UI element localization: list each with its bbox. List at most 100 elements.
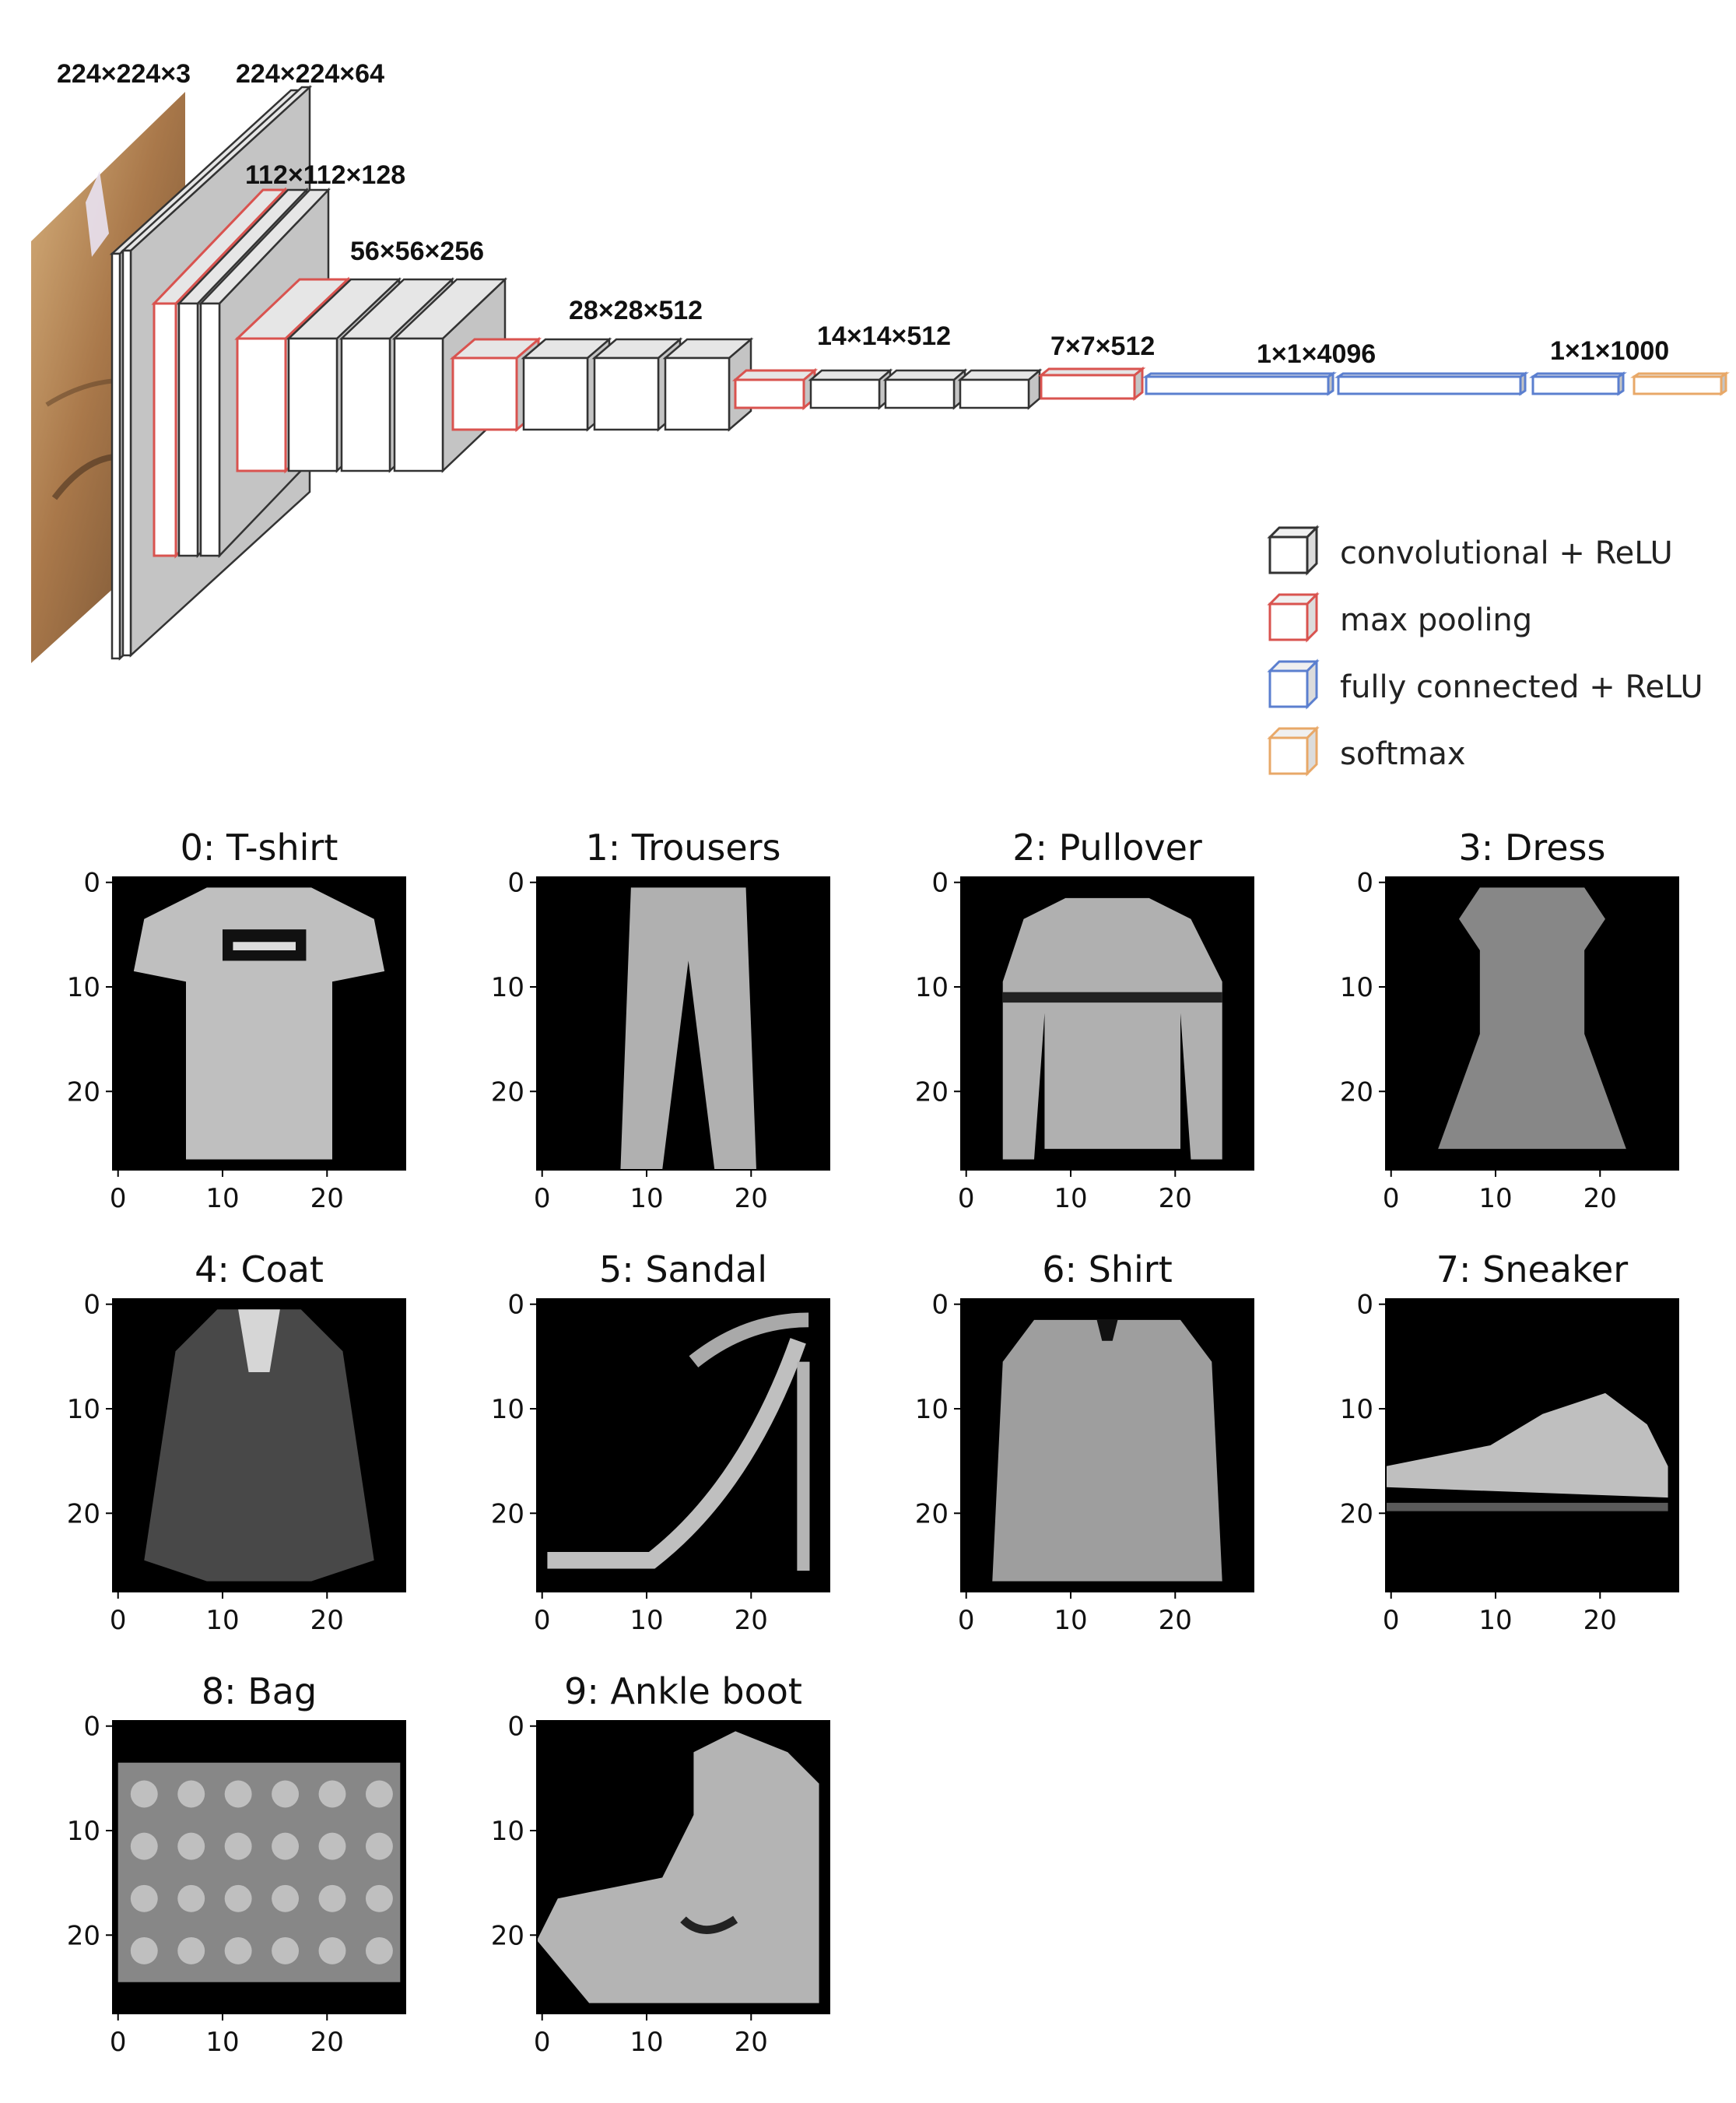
- y-tick-label: 0: [507, 1712, 524, 1743]
- x-tick-label: 20: [310, 1183, 344, 1214]
- y-tick-label: 20: [491, 1920, 524, 1951]
- sample-image: [133, 887, 385, 1160]
- panel-title: 5: Sandal: [599, 1248, 767, 1290]
- x-tick-label: 10: [630, 1605, 663, 1636]
- x-tick-label: 10: [1478, 1183, 1512, 1214]
- pool-cube-icon: [1267, 592, 1320, 643]
- x-tick-label: 20: [1159, 1183, 1192, 1214]
- y-tick-label: 10: [1340, 1394, 1373, 1425]
- panel-title: 2: Pullover: [1012, 827, 1202, 869]
- y-tick-label: 0: [931, 868, 949, 899]
- y-tick-label: 10: [67, 1394, 100, 1425]
- x-tick-label: 0: [1383, 1605, 1400, 1636]
- x-tick-label: 0: [110, 1605, 127, 1636]
- y-tick-label: 10: [915, 1394, 949, 1425]
- y-tick-label: 20: [1340, 1076, 1373, 1108]
- x-tick-label: 20: [1583, 1605, 1617, 1636]
- y-tick-label: 20: [491, 1498, 524, 1529]
- x-tick-label: 20: [735, 1183, 768, 1214]
- y-tick-label: 10: [67, 1816, 100, 1847]
- x-tick-label: 20: [735, 1605, 768, 1636]
- sample-panel: 8: Bag 0 0 10 10 20 20: [67, 1670, 406, 2058]
- sample-image: [117, 1762, 401, 1982]
- conv-cube-icon: [1267, 525, 1320, 576]
- sample-panel: 5: Sandal 0 0 10 10 20 20: [491, 1248, 830, 1636]
- y-tick-label: 0: [507, 1290, 524, 1321]
- sample-panel: 4: Coat 0 0 10 10 20 20: [67, 1248, 406, 1636]
- legend-item-label: fully connected + ReLU: [1340, 669, 1703, 705]
- panel-title: 9: Ankle boot: [564, 1670, 802, 1712]
- x-tick-label: 20: [735, 2027, 768, 2058]
- panel-title: 4: Coat: [195, 1248, 324, 1290]
- sample-image-background: [537, 1299, 829, 1592]
- x-tick-label: 0: [110, 1183, 127, 1214]
- x-tick-label: 10: [1054, 1183, 1087, 1214]
- sample-panel: 9: Ankle boot 0 0 10 10 20 20: [491, 1670, 830, 2058]
- layer-dim-label: 7×7×512: [1050, 332, 1155, 361]
- pool5-block: [1037, 366, 1146, 402]
- panel-title: 1: Trousers: [585, 827, 780, 869]
- layer-dim-label: 224×224×64: [236, 59, 384, 89]
- panel-title: 8: Bag: [202, 1670, 317, 1712]
- y-tick-label: 0: [83, 868, 100, 899]
- legend-item-label: softmax: [1340, 736, 1466, 772]
- y-tick-label: 20: [491, 1076, 524, 1108]
- y-tick-label: 0: [1356, 868, 1373, 899]
- sample-panel: 3: Dress 0 0 10 10 20 20: [1340, 827, 1679, 1214]
- legend-item-label: max pooling: [1340, 602, 1532, 638]
- conv5-block-1: [808, 368, 893, 410]
- x-tick-label: 10: [205, 1605, 239, 1636]
- y-tick-label: 0: [507, 868, 524, 899]
- x-tick-label: 20: [310, 1605, 344, 1636]
- fc-cube-icon: [1267, 658, 1320, 710]
- sample-image: [992, 1319, 1222, 1582]
- x-tick-label: 10: [630, 1183, 663, 1214]
- sample-image: [1386, 1392, 1668, 1511]
- x-tick-label: 0: [958, 1183, 975, 1214]
- sample-image: [1002, 897, 1222, 1160]
- conv5-block-2: [882, 368, 968, 410]
- x-tick-label: 0: [1383, 1183, 1400, 1214]
- y-tick-label: 20: [67, 1920, 100, 1951]
- layer-dim-label: 112×112×128: [245, 160, 405, 190]
- x-tick-label: 0: [534, 1605, 551, 1636]
- panel-title: 3: Dress: [1459, 827, 1606, 869]
- softmax-block: [1630, 371, 1730, 396]
- layer-dim-label: 28×28×512: [569, 296, 703, 325]
- sample-image: [1438, 887, 1626, 1150]
- x-tick-label: 0: [534, 1183, 551, 1214]
- y-tick-label: 10: [491, 1394, 524, 1425]
- y-tick-label: 20: [1340, 1498, 1373, 1529]
- sample-panel: 7: Sneaker 0 0 10 10 20 20: [1340, 1248, 1679, 1636]
- vgg-architecture: 224×224×3 224×224×64 112×112×128 56×56×256 2…: [31, 59, 1730, 777]
- y-tick-label: 10: [491, 972, 524, 1003]
- legend: convolutional + ReLU max pooling fully con…: [1267, 525, 1703, 777]
- y-tick-label: 10: [915, 972, 949, 1003]
- x-tick-label: 20: [1159, 1605, 1192, 1636]
- y-tick-label: 20: [915, 1498, 949, 1529]
- x-tick-label: 0: [958, 1605, 975, 1636]
- panel-title: 6: Shirt: [1042, 1248, 1172, 1290]
- y-tick-label: 10: [1340, 972, 1373, 1003]
- sample-image: [537, 1731, 819, 2003]
- x-tick-label: 10: [205, 2027, 239, 2058]
- sample-image: [144, 1309, 374, 1582]
- y-tick-label: 10: [491, 1816, 524, 1847]
- x-tick-label: 10: [1478, 1605, 1512, 1636]
- layer-dim-label: 56×56×256: [350, 237, 484, 266]
- x-tick-label: 10: [630, 2027, 663, 2058]
- pool3-block: [449, 336, 542, 433]
- x-tick-label: 0: [110, 2027, 127, 2058]
- layer-dim-label: 1×1×4096: [1257, 339, 1376, 369]
- y-tick-label: 0: [931, 1290, 949, 1321]
- layer-dim-label: 1×1×1000: [1550, 336, 1669, 366]
- sample-panel: 0: T-shirt 0 0 10 10 20 20: [67, 827, 406, 1214]
- y-tick-label: 20: [915, 1076, 949, 1108]
- y-tick-label: 20: [67, 1498, 100, 1529]
- x-tick-label: 20: [310, 2027, 344, 2058]
- sample-panel: 2: Pullover 0 0 10 10 20 20: [915, 827, 1254, 1214]
- x-tick-label: 0: [534, 2027, 551, 2058]
- layer-dim-label: 224×224×3: [57, 59, 191, 89]
